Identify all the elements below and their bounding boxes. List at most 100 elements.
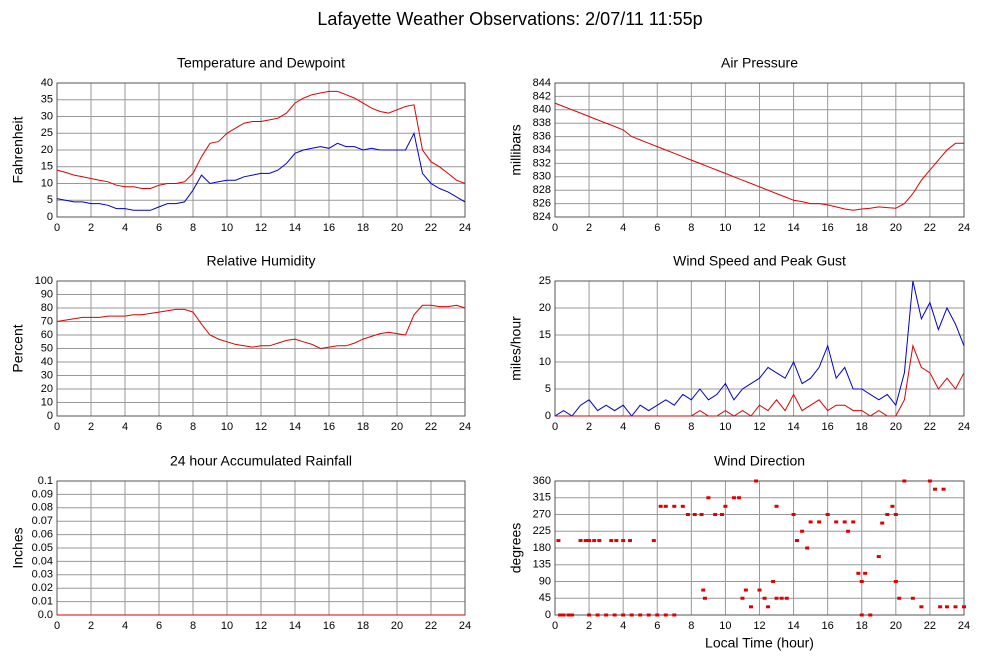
x-tick-label: 8	[190, 421, 196, 433]
y-tick-label: 836	[533, 131, 551, 143]
x-tick-label: 0	[552, 421, 558, 433]
y-tick-label: 60	[41, 329, 53, 341]
scatter-point	[856, 571, 861, 575]
y-tick-label: 0.09	[32, 488, 53, 500]
chart-title: Wind Speed and Peak Gust	[673, 253, 846, 269]
x-tick-label: 2	[586, 620, 592, 632]
y-tick-label: 30	[41, 369, 53, 381]
scatter-point	[566, 613, 571, 617]
scatter-point	[609, 539, 614, 543]
x-tick-label: 10	[221, 620, 233, 632]
scatter-point	[863, 571, 868, 575]
y-tick-label: 20	[539, 302, 551, 314]
x-tick-label: 14	[289, 620, 301, 632]
x-tick-label: 10	[221, 222, 233, 234]
scatter-point	[713, 513, 718, 516]
scatter-point	[570, 613, 575, 617]
y-tick-label: 90	[41, 288, 53, 300]
x-tick-label: 16	[323, 620, 335, 632]
scatter-point	[578, 539, 583, 543]
y-tick-label: 10	[539, 356, 551, 368]
scatter-point	[655, 613, 660, 617]
x-tick-label: 24	[958, 222, 970, 234]
scatter-point	[556, 539, 561, 543]
y-tick-label: 832	[533, 157, 551, 169]
scatter-point	[779, 596, 784, 600]
y-tick-label: 315	[533, 492, 551, 504]
scatter-point	[587, 613, 592, 617]
scatter-point	[941, 487, 946, 491]
scatter-point	[774, 504, 779, 508]
y-tick-label: 824	[533, 211, 551, 223]
y-tick-label: 225	[533, 525, 551, 537]
x-tick-label: 14	[787, 222, 799, 234]
x-tick-label: 20	[391, 222, 403, 234]
scatter-point	[953, 605, 958, 609]
y-tick-label: 100	[35, 275, 53, 287]
y-tick-label: 0.01	[32, 596, 53, 608]
scatter-point	[692, 513, 697, 516]
scatter-point	[880, 521, 885, 525]
series-line	[555, 343, 965, 417]
y-tick-label: 40	[41, 356, 53, 368]
x-tick-label: 22	[425, 222, 437, 234]
x-tick-label: 4	[620, 620, 626, 632]
x-tick-label: 0	[552, 222, 558, 234]
x-tick-label: 6	[654, 421, 660, 433]
y-tick-label: 0.1	[38, 475, 53, 487]
scatter-point	[646, 613, 651, 617]
scatter-point	[771, 580, 776, 583]
x-tick-label: 12	[753, 421, 765, 433]
y-tick-label: 270	[533, 508, 551, 520]
y-tick-label: 70	[41, 315, 53, 327]
plot-border	[56, 82, 466, 218]
x-tick-label: 18	[357, 222, 369, 234]
scatter-point	[766, 605, 771, 609]
scatter-point	[680, 504, 685, 508]
y-tick-label: 838	[533, 117, 551, 129]
y-axis-label: Inches	[10, 527, 26, 568]
x-tick-label: 12	[255, 222, 267, 234]
x-tick-label: 20	[890, 421, 902, 433]
scatter-point	[663, 504, 668, 508]
y-tick-label: 0.06	[32, 529, 53, 541]
x-tick-label: 6	[156, 222, 162, 234]
scatter-point	[723, 504, 728, 508]
x-tick-label: 14	[787, 620, 799, 632]
y-axis-label: Percent	[10, 324, 26, 372]
x-tick-label: 18	[357, 421, 369, 433]
scatter-point	[938, 605, 943, 609]
scatter-point	[629, 613, 634, 617]
scatter-point	[885, 513, 890, 516]
y-tick-label: 844	[533, 77, 551, 89]
scatter-point	[561, 613, 566, 617]
scatter-point	[774, 596, 779, 600]
x-tick-label: 22	[425, 620, 437, 632]
scatter-point	[919, 605, 924, 609]
scatter-point	[740, 596, 745, 600]
x-tick-label: 6	[654, 222, 660, 234]
plot-border	[554, 280, 965, 417]
scatter-point	[962, 605, 966, 609]
chart-title: Relative Humidity	[207, 253, 316, 269]
scatter-point	[604, 613, 609, 617]
y-tick-label: 826	[533, 198, 551, 210]
x-tick-label: 12	[753, 222, 765, 234]
x-tick-label: 18	[856, 222, 868, 234]
x-tick-label: 12	[255, 421, 267, 433]
x-tick-label: 22	[924, 620, 936, 632]
scatter-point	[701, 588, 706, 592]
scatter-point	[944, 605, 949, 609]
scatter-point	[933, 487, 938, 491]
y-tick-label: 135	[533, 559, 551, 571]
x-tick-label: 0	[54, 421, 60, 433]
x-tick-label: 4	[620, 421, 626, 433]
y-tick-label: 20	[41, 383, 53, 395]
y-tick-label: 10	[41, 177, 53, 189]
x-tick-label: 16	[323, 421, 335, 433]
scatter-point	[743, 588, 748, 592]
scatter-point	[851, 520, 856, 524]
y-tick-label: 30	[41, 110, 53, 122]
x-tick-label: 14	[787, 421, 799, 433]
scatter-point	[754, 479, 759, 483]
